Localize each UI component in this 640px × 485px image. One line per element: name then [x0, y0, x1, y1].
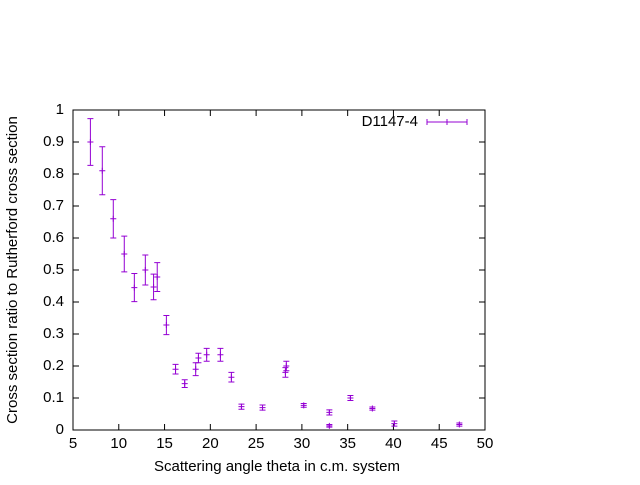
x-tick-label: 10 — [110, 435, 127, 452]
y-tick-label: 0.7 — [43, 197, 64, 214]
point — [131, 284, 138, 291]
x-tick-label: 5 — [69, 435, 77, 452]
point — [259, 404, 266, 411]
point — [326, 422, 333, 429]
point — [300, 402, 307, 409]
y-tick-label: 0.2 — [43, 357, 64, 374]
x-tick-label: 40 — [385, 435, 402, 452]
point — [192, 366, 199, 373]
legend-label: D1147-4 — [362, 113, 418, 130]
point — [391, 420, 398, 427]
point — [172, 366, 179, 373]
point — [87, 139, 94, 145]
point — [99, 167, 106, 174]
point — [195, 355, 202, 361]
point — [369, 405, 376, 412]
x-tick-label: 25 — [248, 435, 265, 452]
y-tick-label: 0.6 — [43, 229, 64, 246]
point — [228, 374, 235, 381]
y-tick-label: 0.8 — [43, 165, 64, 182]
point — [203, 351, 210, 358]
point — [110, 215, 117, 222]
y-tick-label: 0.4 — [43, 293, 64, 310]
x-tick-label: 45 — [431, 435, 448, 452]
point — [283, 363, 290, 369]
y-tick-label: 0.5 — [43, 261, 64, 278]
y-tick-label: 0.3 — [43, 325, 64, 342]
x-axis-label: Scattering angle theta in c.m. system — [154, 458, 400, 475]
point — [326, 409, 333, 416]
x-tick-label: 20 — [202, 435, 219, 452]
point — [238, 403, 245, 410]
y-tick-label: 1 — [56, 101, 64, 118]
x-tick-label: 50 — [477, 435, 494, 452]
y-tick-label: 0 — [56, 421, 64, 438]
point — [181, 380, 188, 387]
point — [121, 251, 128, 257]
point — [163, 322, 170, 329]
x-tick-label: 35 — [339, 435, 356, 452]
point — [347, 395, 354, 401]
x-tick-label: 30 — [294, 435, 311, 452]
plot-frame — [72, 109, 486, 431]
point — [456, 421, 463, 428]
point — [217, 351, 224, 358]
legend-sample — [426, 119, 468, 125]
x-tick-label: 15 — [156, 435, 173, 452]
point — [150, 283, 157, 290]
point — [142, 267, 149, 273]
y-tick-label: 0.1 — [43, 389, 64, 406]
point — [154, 274, 161, 281]
y-axis-label: Cross section ratio to Rutherford cross … — [4, 116, 21, 424]
y-tick-label: 0.9 — [43, 133, 64, 150]
